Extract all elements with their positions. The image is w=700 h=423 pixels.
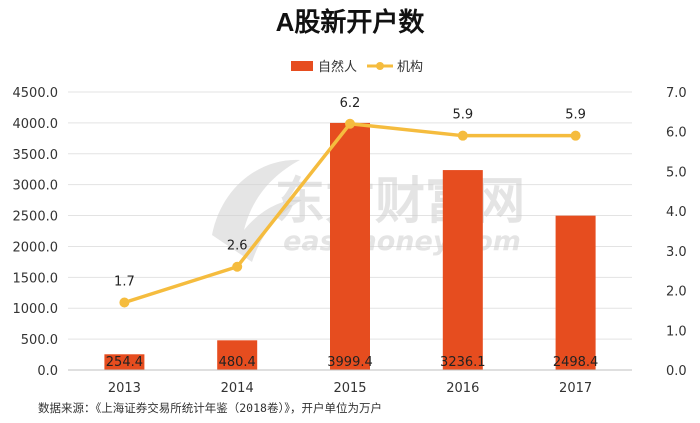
y-left-tick-label: 4500.0 [13,86,59,101]
y-axis-right: 0.0 1.0 2.0 3.0 4.0 5.0 6.0 7.0 [666,86,687,379]
y-left-tick-label: 3500.0 [13,148,59,163]
line-point [232,261,243,272]
y-right-tick-label: 0.0 [666,364,687,379]
bar-data-label: 3236.1 [440,355,486,370]
x-tick-label: 2016 [446,381,479,396]
watermark-logo-icon [212,159,302,262]
y-right-tick-label: 3.0 [666,245,687,260]
line-point [570,130,581,141]
y-right-tick-label: 6.0 [666,126,687,141]
bar [217,340,258,370]
watermark-en: eastmoney.com [283,226,521,257]
legend-label-bar: 自然人 [318,59,357,75]
line-point [119,297,130,308]
legend: 自然人 机构 [291,59,423,75]
bar [104,354,145,370]
line-data-label: 5.9 [565,108,586,123]
y-right-tick-label: 1.0 [666,324,687,339]
bar [330,122,370,370]
y-axis-left: 0.0 500.0 1000.0 1500.0 2000.0 2500.0 3000.0 35… [13,86,59,379]
bar-data-label: 3999.4 [327,355,373,370]
bar [442,170,483,370]
y-left-tick-label: 2500.0 [13,210,59,225]
y-right-tick-label: 5.0 [666,165,687,180]
line-data-label: 2.6 [227,239,248,254]
y-left-tick-label: 1000.0 [13,302,59,317]
bar-data-label: 254.4 [106,355,143,370]
source-note: 数据来源：《上海证券交易所统计年鉴（2018卷）》，开户单位为万户 [38,401,382,415]
y-right-tick-label: 2.0 [666,285,687,300]
y-left-tick-label: 500.0 [21,333,58,348]
legend-marker-line [376,62,384,70]
x-tick-label: 2017 [559,381,592,396]
legend-label-line: 机构 [397,60,423,75]
line-data-label: 5.9 [452,108,473,123]
y-left-tick-label: 1500.0 [13,271,59,286]
watermark-cn: 东方财富网 [275,172,525,230]
x-axis: 2013 2014 2015 2016 2017 [68,369,632,396]
legend-swatch-bar [291,61,313,71]
bar-data-label: 480.4 [219,355,256,370]
x-tick-label: 2015 [333,381,366,396]
bar [555,215,596,370]
y-left-tick-label: 4000.0 [13,117,59,132]
line-point [345,118,355,129]
bar-data-label: 2498.4 [553,355,599,370]
bar-series: 254.4 480.4 3999.4 3236.1 2498.4 [104,122,599,370]
line-data-label: 6.2 [340,96,361,111]
line-point [457,130,468,141]
y-left-tick-label: 3000.0 [13,179,59,194]
y-right-tick-label: 7.0 [666,86,687,101]
line-data-label: 1.7 [114,274,135,289]
y-right-tick-label: 4.0 [666,205,687,220]
chart-title: A股新开户数 [276,7,426,37]
x-tick-label: 2014 [221,381,254,396]
x-tick-label: 2013 [108,381,141,396]
y-left-tick-label: 0.0 [37,364,58,379]
line-series: 1.7 2.6 6.2 5.9 5.9 [114,96,586,308]
y-left-tick-label: 2000.0 [13,240,59,255]
